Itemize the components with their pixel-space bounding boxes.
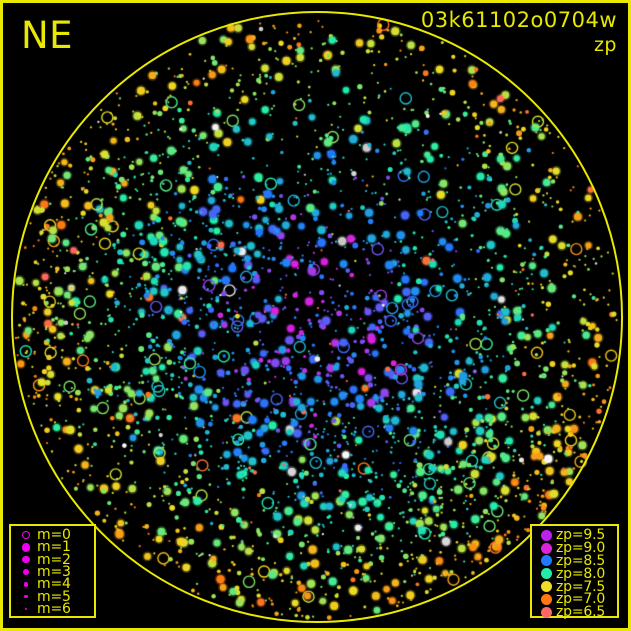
magnitude-swatch-cell (15, 556, 37, 564)
quantity-label: zp (593, 34, 617, 56)
magnitude-legend-row: m=3 (15, 564, 90, 581)
zeropoint-legend-label: zp=6.5 (556, 604, 606, 621)
zeropoint-legend-label: zp=9.0 (556, 540, 606, 557)
zeropoint-swatch-cell (536, 529, 556, 541)
zeropoint-legend-label: zp=8.0 (556, 565, 606, 582)
zeropoint-swatch-cell (536, 568, 556, 580)
zeropoint-legend-row: zp=9.5 (536, 527, 613, 544)
star-dot-icon (23, 569, 29, 576)
magnitude-legend-label: m=4 (37, 576, 71, 593)
zeropoint-color-swatch (540, 581, 552, 593)
magnitude-legend-row: m=0 (15, 527, 90, 544)
magnitude-legend-row: m=4 (15, 576, 90, 593)
compass-direction-label: NE (21, 14, 74, 57)
zeropoint-swatch-cell (536, 555, 556, 567)
star-dot-icon (23, 582, 29, 587)
magnitude-swatch-cell (15, 594, 37, 599)
star-dot-icon (24, 607, 28, 611)
magnitude-legend-row: m=6 (15, 600, 90, 617)
star-dot-icon (24, 594, 28, 599)
zeropoint-legend-row: zp=7.0 (536, 591, 613, 608)
star-ring-icon (22, 531, 30, 540)
zeropoint-legend-row: zp=9.0 (536, 540, 613, 557)
magnitude-legend-row: m=1 (15, 539, 90, 556)
zeropoint-color-swatch (540, 606, 552, 618)
zeropoint-legend-row: zp=7.5 (536, 578, 613, 595)
zeropoint-color-swatch (540, 593, 552, 605)
magnitude-legend-label: m=0 (37, 527, 71, 544)
zeropoint-swatch-cell (536, 542, 556, 554)
zeropoint-legend-row: zp=8.5 (536, 552, 613, 569)
magnitude-swatch-cell (15, 607, 37, 611)
star-dot-icon (21, 543, 31, 552)
magnitude-legend-label: m=1 (37, 539, 71, 556)
zeropoint-swatch-cell (536, 606, 556, 618)
zeropoint-legend-label: zp=7.0 (556, 591, 606, 608)
magnitude-legend-label: m=5 (37, 588, 71, 605)
star-field-canvas (3, 3, 628, 628)
zeropoint-legend-row: zp=8.0 (536, 565, 613, 582)
magnitude-legend-label: m=3 (37, 564, 71, 581)
zeropoint-legend-label: zp=9.5 (556, 527, 606, 544)
magnitude-swatch-cell (15, 582, 37, 587)
zeropoint-swatch-cell (536, 581, 556, 593)
zeropoint-color-swatch (540, 529, 552, 541)
zeropoint-legend: zp=9.5 zp=9.0 zp=8.5 zp=8.0 zp=7.5 zp=7.0 zp=6… (530, 524, 619, 621)
zeropoint-color-swatch (540, 568, 552, 580)
magnitude-swatch-cell (15, 543, 37, 552)
magnitude-legend-label: m=2 (37, 551, 71, 568)
zeropoint-legend-label: zp=7.5 (556, 578, 606, 595)
magnitude-legend: m=0 m=1 m=2 m=3 m=4 m=5 m=6 (9, 524, 96, 618)
star-dot-icon (22, 556, 30, 564)
frame-id-label: 03k61102o0704w (420, 8, 617, 32)
zeropoint-legend-label: zp=8.5 (556, 552, 606, 569)
zeropoint-color-swatch (540, 555, 552, 567)
magnitude-legend-row: m=2 (15, 551, 90, 568)
magnitude-legend-row: m=5 (15, 588, 90, 605)
magnitude-swatch-cell (15, 531, 37, 540)
zeropoint-color-swatch (540, 542, 552, 554)
zeropoint-swatch-cell (536, 593, 556, 605)
zeropoint-legend-row: zp=6.5 (536, 604, 613, 621)
magnitude-swatch-cell (15, 569, 37, 576)
magnitude-legend-label: m=6 (37, 600, 71, 617)
